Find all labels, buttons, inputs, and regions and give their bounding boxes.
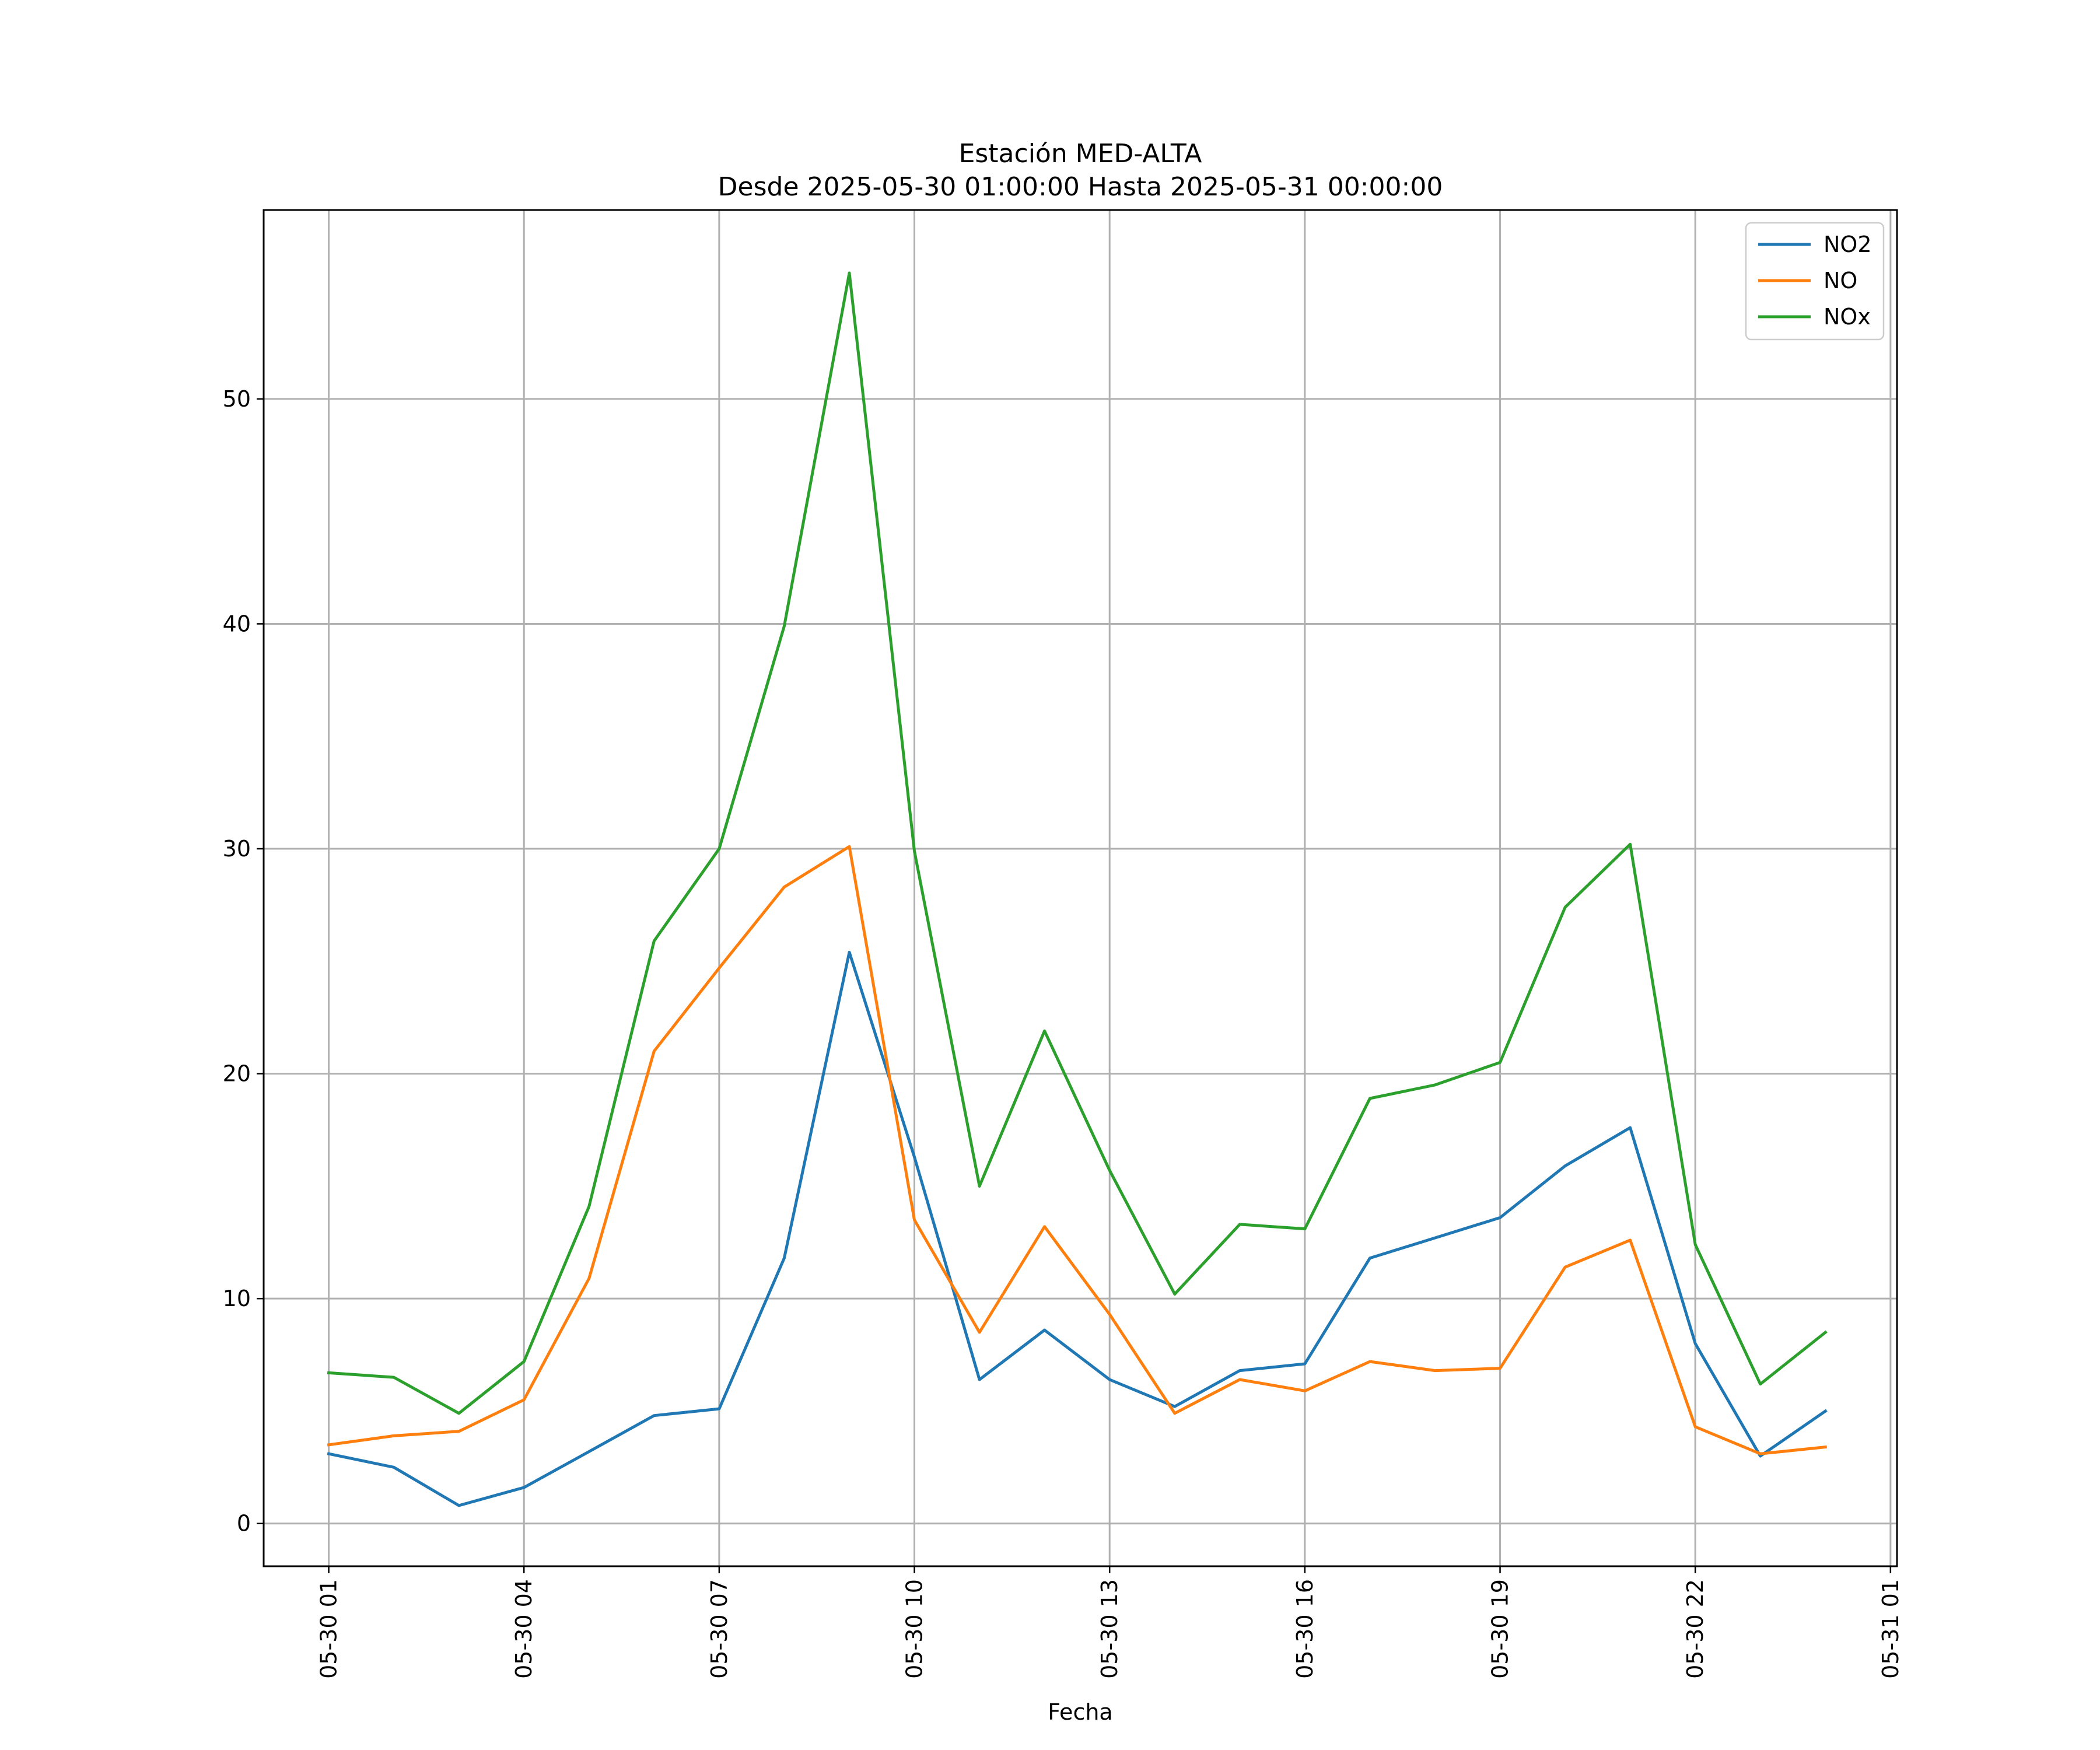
x-tick-label: 05-30 13 [1097, 1579, 1122, 1679]
chart-subtitle: Desde 2025-05-30 01:00:00 Hasta 2025-05-… [718, 172, 1443, 202]
grid [264, 210, 1897, 1566]
series-line-no2 [327, 950, 1828, 1507]
x-axis-label: Fecha [1048, 1699, 1112, 1725]
y-tick-label: 20 [223, 1061, 251, 1087]
y-tick-label: 30 [223, 836, 251, 862]
plot-series [327, 271, 1828, 1507]
y-tick-label: 10 [223, 1286, 251, 1311]
legend: NO2 NO NOx [1745, 222, 1885, 341]
plot-frame [262, 209, 1898, 1567]
y-tick-label: 40 [223, 611, 251, 636]
series-line-nox [327, 271, 1828, 1415]
x-tick-label: 05-30 04 [511, 1579, 537, 1679]
x-tick-label: 05-30 19 [1488, 1579, 1513, 1679]
x-tick-label: 05-30 10 [902, 1579, 928, 1679]
y-tick-label: 0 [237, 1511, 251, 1536]
legend-label-no: NO [1824, 268, 1857, 293]
x-tick-label: 05-30 16 [1292, 1579, 1318, 1679]
legend-frame [1745, 222, 1885, 341]
x-tick-label: 05-30 01 [316, 1579, 342, 1679]
series-line-no [327, 845, 1828, 1455]
legend-label-nox: NOx [1824, 304, 1871, 330]
y-tick-label: 50 [223, 386, 251, 412]
x-tick-label: 05-31 01 [1878, 1579, 1903, 1679]
x-tick-label: 05-30 07 [706, 1579, 732, 1679]
x-tick-label: 05-30 22 [1682, 1579, 1708, 1679]
axis-ticks: 0 10 20 30 40 50 05-30 01 05-30 04 05-30 07 05-30… [223, 386, 1903, 1679]
chart-title: Estación MED-ALTA [959, 139, 1202, 169]
legend-label-no2: NO2 [1824, 232, 1872, 257]
